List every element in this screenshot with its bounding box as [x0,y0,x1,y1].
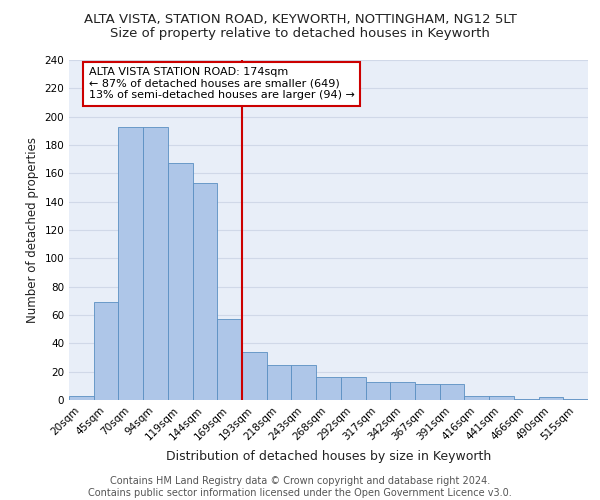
Text: Contains HM Land Registry data © Crown copyright and database right 2024.
Contai: Contains HM Land Registry data © Crown c… [88,476,512,498]
Bar [69,396,94,400]
X-axis label: Distribution of detached houses by size in Keyworth: Distribution of detached houses by size … [166,450,491,463]
Bar [415,384,440,400]
Bar [217,320,242,400]
Text: ALTA VISTA, STATION ROAD, KEYWORTH, NOTTINGHAM, NG12 5LT: ALTA VISTA, STATION ROAD, KEYWORTH, NOTT… [83,12,517,26]
Bar [514,398,539,400]
Bar [143,126,168,400]
Bar [193,183,217,400]
Bar [390,382,415,400]
Bar [242,352,267,400]
Bar [539,397,563,400]
Bar [168,164,193,400]
Bar [440,384,464,400]
Bar [267,364,292,400]
Bar [94,302,118,400]
Text: ALTA VISTA STATION ROAD: 174sqm
← 87% of detached houses are smaller (649)
13% o: ALTA VISTA STATION ROAD: 174sqm ← 87% of… [89,67,355,100]
Bar [118,126,143,400]
Text: Size of property relative to detached houses in Keyworth: Size of property relative to detached ho… [110,28,490,40]
Bar [464,396,489,400]
Bar [341,378,365,400]
Bar [489,396,514,400]
Bar [292,364,316,400]
Bar [563,398,588,400]
Y-axis label: Number of detached properties: Number of detached properties [26,137,39,323]
Bar [365,382,390,400]
Bar [316,378,341,400]
